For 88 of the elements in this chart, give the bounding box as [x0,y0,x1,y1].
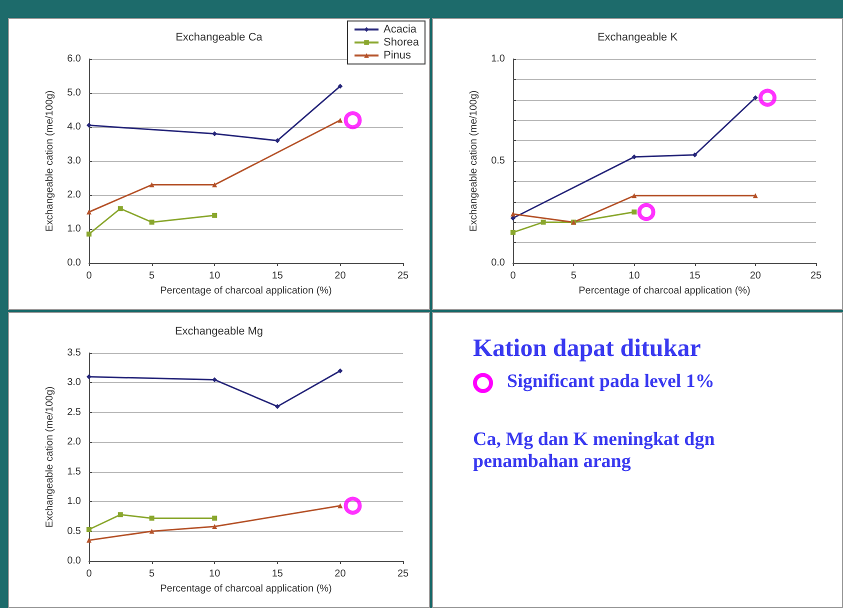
y-tick-label: 0.0 [67,258,82,268]
y-tick-label: 0.5 [491,156,506,166]
point [338,118,343,123]
point [338,368,343,374]
x-tick-label: 5 [570,270,577,282]
point [118,206,123,212]
point [149,182,154,188]
y-tick-label: 3.5 [67,348,82,358]
point [86,527,92,532]
point [86,122,92,128]
point [212,524,218,530]
point [752,95,758,100]
x-axis-title: Percentage of charcoal application (%) [160,583,332,594]
x-tick-label: 5 [149,568,156,580]
text: Significant pada level 1% [507,371,714,392]
y-tick-label: 3.0 [67,377,82,388]
y-tick-label: 2.5 [67,406,82,418]
legend-label: Acacia [384,24,418,36]
point [510,212,516,217]
x-tick-label: 25 [397,270,409,282]
chart-title: Exchangeable K [597,32,678,44]
text: Ca, Mg dan K meningkat dgn penambahan arang [473,429,715,472]
y-tick-label: 1.0 [491,54,506,64]
point [752,193,758,198]
point [212,182,218,188]
point [86,374,92,380]
point [510,230,516,235]
point [86,210,92,214]
x-axis-title: Percentage of charcoal application (%) [160,285,332,296]
point [637,203,656,221]
point [540,220,546,225]
y-tick-label: 1.0 [67,224,82,234]
point [758,88,777,107]
y-axis-title: Exchangeable cation (me/100g) [468,90,480,232]
x-tick-label: 10 [209,270,221,282]
x-tick-label: 5 [149,270,156,282]
chart-title: Exchangeable Mg [174,326,264,338]
x-tick-label: 0 [86,270,92,282]
legend-label: Pinus [384,50,412,62]
point [344,111,362,130]
point [118,512,123,518]
point [86,538,92,543]
point [212,212,218,218]
x-tick-label: 20 [750,270,762,282]
x-tick-label: 15 [272,270,284,282]
point [149,528,154,534]
point [212,516,218,521]
x-tick-label: 15 [689,270,701,282]
x-tick-label: 20 [334,270,346,282]
point [149,220,154,225]
point [344,496,362,515]
y-tick-label: 2.0 [67,190,82,200]
y-tick-label: 1.0 [67,496,82,508]
y-axis-title: Exchangeable cation (me/100g) [44,386,56,528]
point [212,131,218,136]
point [212,377,218,382]
point [274,404,280,409]
point [86,232,92,237]
point [632,210,637,214]
y-tick-label: 4.0 [67,122,82,132]
y-tick-label: 3.0 [67,156,82,166]
point [274,138,280,144]
point [632,193,637,198]
y-tick-label: 1.5 [67,466,82,478]
x-tick-label: 25 [397,568,409,580]
legend-label: Shorea [384,36,420,48]
y-axis-title: Exchangeable cation (me/100g) [44,90,56,232]
y-tick-label: 0.0 [67,556,82,566]
y-tick-label: 6.0 [67,54,82,64]
x-tick-label: 15 [272,568,284,580]
x-tick-label: 10 [628,270,640,282]
x-tick-label: 20 [334,568,346,580]
point [632,154,637,160]
text: Kation dapat ditukar [473,335,702,363]
point [338,84,343,89]
point [338,503,343,508]
x-tick-label: 0 [86,568,92,580]
y-tick-label: 2.0 [67,436,82,448]
y-tick-label: 0.0 [491,258,506,268]
x-tick-label: 10 [209,568,221,580]
point [692,152,698,158]
y-tick-label: 5.0 [67,88,82,98]
x-tick-label: 0 [510,270,516,282]
x-tick-label: 25 [810,270,822,282]
point [149,516,154,521]
y-tick-label: 0.5 [67,526,82,537]
chart-title: Exchangeable Ca [176,32,264,44]
x-axis-title: Percentage of charcoal application (%) [578,285,750,296]
